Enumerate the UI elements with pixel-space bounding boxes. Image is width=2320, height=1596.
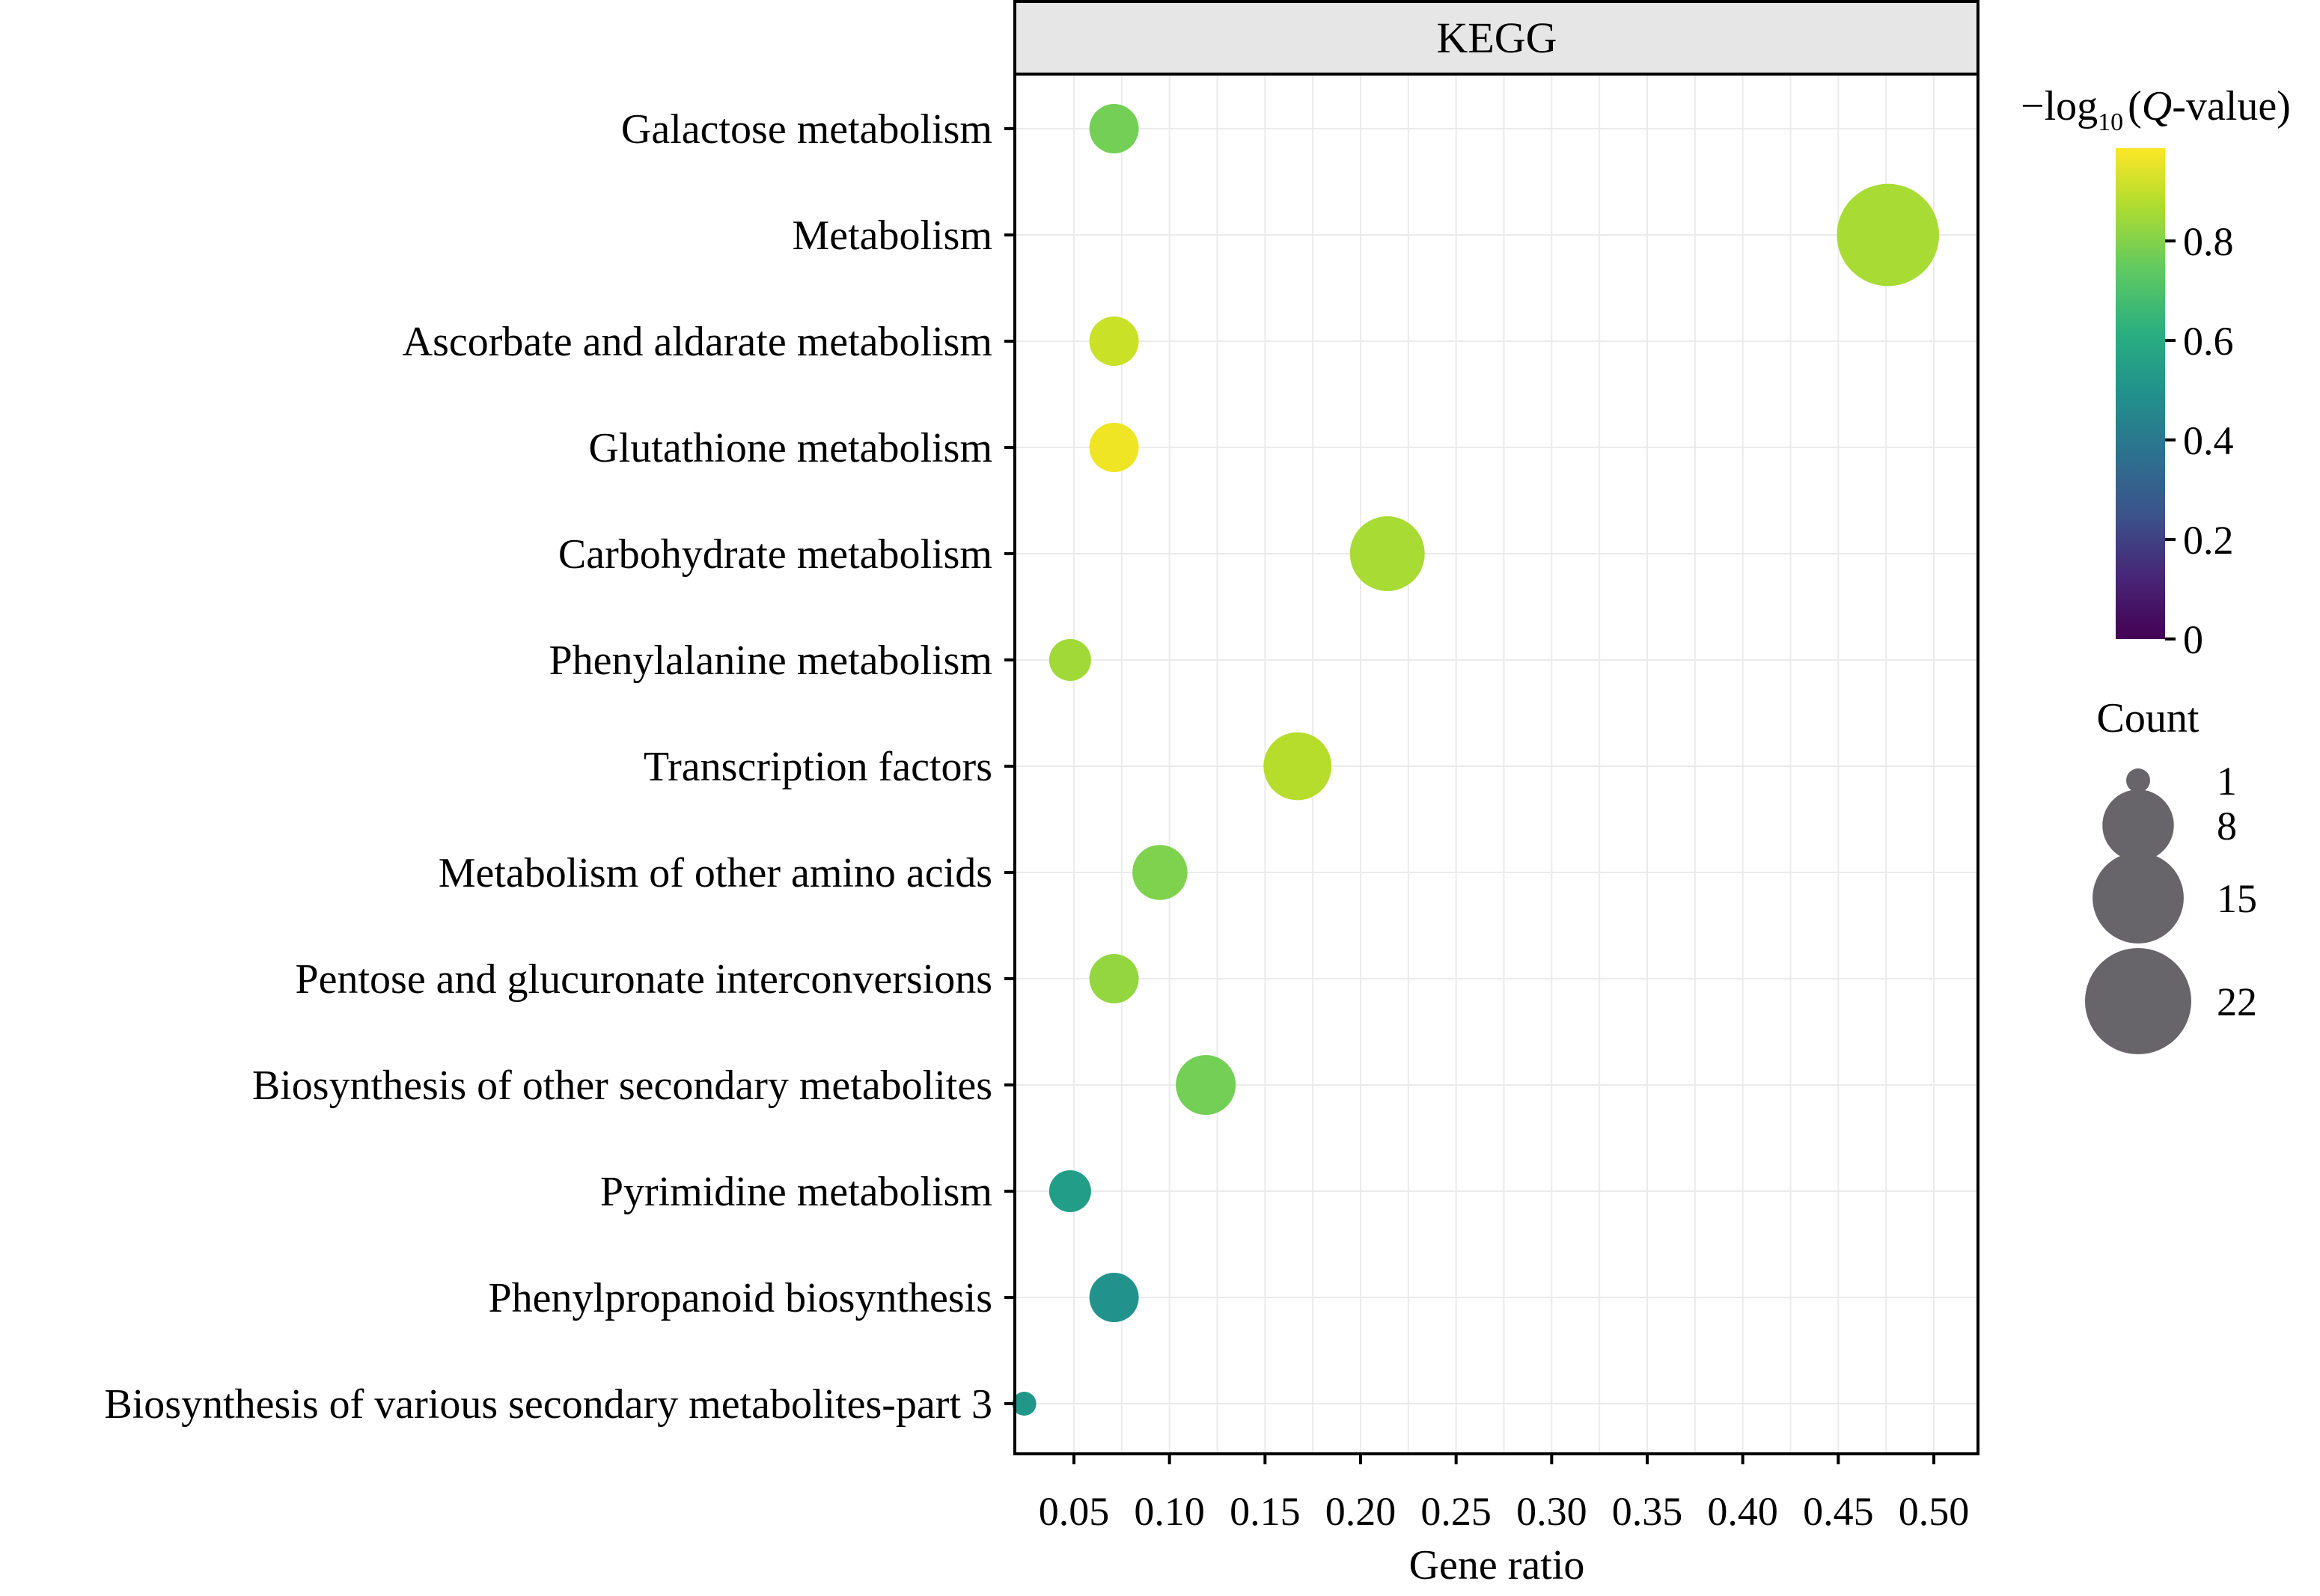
panel-background <box>1015 74 1978 1454</box>
facet-title: KEGG <box>1436 13 1557 62</box>
plot-panel <box>1012 73 1979 1455</box>
gridlines <box>1015 74 1978 1454</box>
panel-border <box>1013 73 1979 1455</box>
data-point <box>1176 1054 1236 1116</box>
data-point <box>1012 1392 1037 1416</box>
data-point <box>1349 516 1425 591</box>
x-tick-label: 0.35 <box>1612 1489 1683 1534</box>
y-tick-label: Galactose metabolism <box>621 106 992 153</box>
colorbar-tick-label: 0 <box>2183 617 2203 662</box>
size-legend-label: 8 <box>2217 804 2237 849</box>
x-tick-label: 0.30 <box>1516 1489 1587 1534</box>
y-tick-label: Transcription factors <box>644 744 992 790</box>
colorbar <box>2116 148 2165 639</box>
y-tick-label: Biosynthesis of other secondary metaboli… <box>252 1063 992 1109</box>
size-legend-circle <box>2085 948 2191 1054</box>
data-point <box>1089 317 1139 366</box>
x-tick-label: 0.45 <box>1803 1489 1874 1534</box>
y-tick-label: Biosynthesis of various secondary metabo… <box>104 1381 992 1428</box>
x-tick-label: 0.10 <box>1134 1489 1205 1534</box>
size-legend-label: 22 <box>2217 979 2257 1024</box>
facet-strip: KEGG <box>1013 0 1979 76</box>
x-tick-label: 0.05 <box>1039 1489 1110 1534</box>
size-legend-items: 18 15 22 <box>2085 759 2257 1054</box>
colorbar-tick-label: 0.2 <box>2183 518 2234 563</box>
x-tick-label: 0.50 <box>1899 1489 1970 1534</box>
size-legend: Count 18 15 22 <box>2085 695 2257 1054</box>
x-tick-label: 0.20 <box>1325 1489 1396 1534</box>
y-tick-label: Metabolism of other amino acids <box>439 850 992 896</box>
y-tick-label: Phenylalanine metabolism <box>549 638 992 684</box>
y-tick-label: Carbohydrate metabolism <box>558 531 992 578</box>
colorbar-tick-label: 0.8 <box>2183 219 2234 264</box>
color-legend-title: −log10 (Q-value) <box>2021 83 2291 136</box>
y-tick-label: Pentose and glucuronate interconversions <box>295 956 992 1003</box>
y-axis: Galactose metabolism Metabolism Ascorbate … <box>104 106 1015 1428</box>
color-legend-title-paren: ( <box>2128 83 2142 129</box>
color-legend-title-suffix: -value) <box>2172 83 2291 129</box>
colorbar-tick-label: 0.6 <box>2183 319 2234 364</box>
y-tick-label: Phenylpropanoid biosynthesis <box>488 1275 992 1321</box>
size-legend-circle <box>2126 768 2150 792</box>
x-tick-label: 0.15 <box>1230 1489 1301 1534</box>
colorbar-ticks: 0 0.2 0.4 0.6 0.8 <box>2165 219 2234 662</box>
color-legend: −log10 (Q-value) 0 0.2 0.4 0.6 0.8 <box>2021 83 2291 662</box>
y-tick-label: Pyrimidine metabolism <box>600 1169 992 1215</box>
data-point <box>1089 954 1139 1003</box>
data-point <box>1132 845 1188 900</box>
data-point <box>1089 423 1139 472</box>
x-axis-title: Gene ratio <box>1409 1542 1585 1589</box>
size-legend-label: 15 <box>2217 876 2257 921</box>
x-tick-label: 0.40 <box>1707 1489 1778 1534</box>
size-legend-circle <box>2102 789 2174 861</box>
color-legend-title-prefix: −log <box>2021 83 2098 129</box>
size-legend-label: 1 <box>2217 759 2237 804</box>
size-legend-title: Count <box>2097 695 2200 742</box>
data-point <box>1263 732 1332 801</box>
x-tick-label: 0.25 <box>1420 1489 1492 1534</box>
data-point <box>1048 1170 1091 1213</box>
color-legend-title-subscript: 10 <box>2098 108 2123 136</box>
size-legend-circle <box>2092 852 2184 944</box>
facet-strip-background <box>1013 0 1979 76</box>
data-point <box>1048 638 1091 682</box>
y-tick-label: Ascorbate and aldarate metabolism <box>403 319 992 365</box>
y-tick-label: Glutathione metabolism <box>588 425 992 471</box>
data-points <box>1012 104 1940 1416</box>
data-point <box>1089 1273 1139 1322</box>
data-point <box>1837 183 1940 287</box>
y-tick-label: Metabolism <box>792 213 992 259</box>
x-axis: 0.05 0.10 0.15 0.20 0.25 0.30 0.35 0.40 0.45 0.50 <box>1039 1454 1970 1534</box>
data-point <box>1089 104 1139 153</box>
color-legend-title-italic: Q <box>2142 83 2172 129</box>
colorbar-tick-label: 0.4 <box>2183 418 2234 463</box>
